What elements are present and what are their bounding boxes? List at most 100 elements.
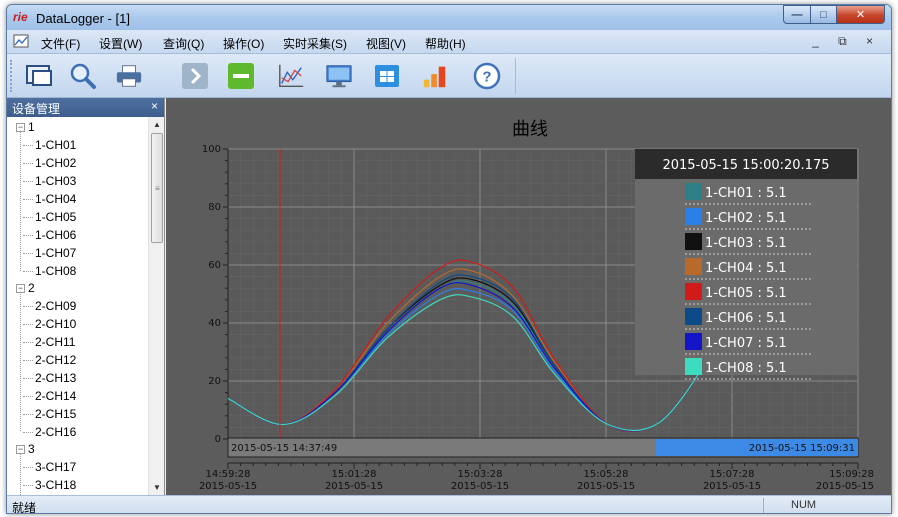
x-tick-date-label: 2015-05-15	[451, 481, 509, 492]
tree-item-1-ch08[interactable]: 1-CH08	[22, 264, 77, 278]
menu-settings[interactable]: 设置(W)	[99, 37, 143, 51]
tree-item-2-ch11[interactable]: 2-CH11	[22, 335, 76, 349]
menu-query[interactable]: 查询(Q)	[163, 37, 205, 51]
x-tick-date-label: 2015-05-15	[703, 481, 761, 492]
y-tick-label: 0	[215, 434, 221, 445]
tree-item-1-ch01[interactable]: 1-CH01	[22, 138, 77, 152]
tree-item-2-ch12[interactable]: 2-CH12	[22, 353, 77, 367]
tree-item-3-ch17[interactable]: 3-CH17	[22, 460, 77, 474]
tree-item-2-ch10[interactable]: 2-CH10	[22, 317, 77, 331]
tree-item-1-ch04[interactable]: 1-CH04	[22, 192, 77, 206]
legend-swatch	[685, 358, 702, 375]
device-panel-header: 设备管理 ×	[7, 98, 164, 117]
print-button[interactable]	[115, 62, 143, 90]
bar-chart-button[interactable]	[421, 62, 449, 90]
tree-guide-line	[20, 291, 21, 431]
close-icon: ✕	[855, 9, 866, 21]
legend-swatch	[685, 258, 702, 275]
table-button[interactable]	[373, 62, 401, 90]
tree-item-1-ch03[interactable]: 1-CH03	[22, 174, 77, 188]
legend-swatch	[685, 333, 702, 350]
tree-item-1-ch07[interactable]: 1-CH07	[22, 246, 77, 260]
x-tick-date-label: 2015-05-15	[577, 481, 635, 492]
range-selection[interactable]	[656, 439, 858, 456]
status-bar: 就绪 NUM	[7, 495, 891, 514]
window-button[interactable]	[25, 62, 53, 90]
monitor-button[interactable]	[325, 62, 353, 90]
menu-file[interactable]: 文件(F)	[41, 37, 81, 51]
legend-rows: 1-CH01 : 5.1 1-CH02 : 5.1 1-CH03 : 5.1 1-CH…	[685, 183, 811, 380]
tree-scrollbar[interactable]: ▲ ≡ ▼	[148, 117, 164, 495]
device-panel-title: 设备管理	[12, 102, 61, 116]
collapse-icon[interactable]: −	[16, 444, 25, 454]
collapse-icon[interactable]: −	[16, 122, 25, 132]
scroll-grip-icon: ≡	[155, 184, 160, 193]
menu-help[interactable]: 帮助(H)	[425, 37, 466, 51]
toolbar-grip[interactable]	[10, 60, 14, 92]
table-icon	[375, 65, 399, 87]
legend-entry: 1-CH02 : 5.1	[705, 211, 787, 226]
tree-item-2-ch09[interactable]: 2-CH09	[22, 299, 77, 313]
maximize-icon: □	[820, 8, 827, 21]
tree-group-1[interactable]: −1	[16, 119, 35, 136]
scrollbar-thumb[interactable]: ≡	[151, 133, 163, 243]
tree-group-2[interactable]: −2	[16, 280, 35, 297]
tree-guide-line	[20, 131, 21, 271]
tree-group-3[interactable]: −3	[16, 441, 35, 458]
legend-entry: 1-CH05 : 5.1	[705, 286, 787, 301]
curve-button[interactable]	[277, 62, 305, 90]
status-text: 就绪	[12, 501, 37, 514]
x-tick-time-label: 15:09:28	[829, 469, 874, 480]
curve-chart[interactable]: 0 20 40 60 80 100 曲线 2015-05-15 15:00:20.175 …	[166, 98, 892, 495]
y-tick-label: 80	[208, 202, 221, 213]
tree-item-1-ch02[interactable]: 1-CH02	[22, 156, 77, 170]
minimize-button[interactable]: —	[783, 5, 811, 24]
legend-panel: 2015-05-15 15:00:20.175 1-CH01 : 5.11-CH…	[635, 149, 857, 380]
search-button[interactable]	[69, 62, 97, 90]
toolbar: ?	[7, 54, 891, 98]
document-chart-icon	[13, 34, 29, 48]
search-icon	[70, 63, 96, 89]
panel-close-icon[interactable]: ×	[150, 99, 158, 113]
time-range-bar[interactable]: 2015-05-15 14:37:49 2015-05-15 15:09:31	[227, 437, 859, 458]
series-line-1-ch08	[227, 294, 714, 432]
collapse-icon[interactable]: −	[16, 283, 25, 293]
menu-operate[interactable]: 操作(O)	[223, 37, 265, 51]
start-button[interactable]	[181, 62, 209, 90]
tree-group-label: 3	[28, 442, 35, 456]
menu-view[interactable]: 视图(V)	[366, 37, 406, 51]
y-tick-label: 20	[208, 376, 221, 387]
chart-series	[227, 259, 714, 432]
scroll-up-icon[interactable]: ▲	[153, 120, 161, 129]
tree-item-3-ch18[interactable]: 3-CH18	[22, 478, 77, 492]
legend-swatch	[685, 208, 702, 225]
title-bar[interactable]: rie DataLogger - [1] — □ ✕	[7, 5, 891, 30]
menu-realtime[interactable]: 实时采集(S)	[283, 37, 347, 51]
legend-header	[635, 149, 857, 179]
x-tick-date-label: 2015-05-15	[816, 481, 874, 492]
tree-item-2-ch15[interactable]: 2-CH15	[22, 407, 77, 421]
y-axis: 0 20 40 60 80 100	[202, 144, 229, 445]
tree-item-1-ch06[interactable]: 1-CH06	[22, 228, 77, 242]
maximize-button[interactable]: □	[810, 5, 837, 24]
tree-item-2-ch14[interactable]: 2-CH14	[22, 389, 77, 403]
legend-entry: 1-CH06 : 5.1	[705, 311, 787, 326]
app-logo: rie	[13, 10, 28, 24]
legend-entry: 1-CH03 : 5.1	[705, 236, 787, 251]
x-tick-time-label: 15:07:28	[710, 469, 755, 480]
tree-item-2-ch13[interactable]: 2-CH13	[22, 371, 77, 385]
help-button[interactable]: ?	[473, 62, 501, 90]
scroll-down-icon[interactable]: ▼	[153, 483, 161, 492]
stop-button[interactable]	[227, 62, 255, 90]
status-separator	[763, 498, 764, 513]
close-button[interactable]: ✕	[836, 5, 885, 24]
mdi-window-controls[interactable]: _ ⧉ ×	[812, 34, 881, 48]
tree-group-label: 1	[28, 120, 35, 134]
range-start-label: 2015-05-15 14:37:49	[231, 443, 337, 454]
chart-title: 曲线	[512, 119, 548, 140]
x-axis: 14:59:282015-05-1515:01:282015-05-1515:0…	[199, 462, 874, 492]
tree-item-1-ch05[interactable]: 1-CH05	[22, 210, 77, 224]
tree-item-2-ch16[interactable]: 2-CH16	[22, 425, 77, 439]
legend-entry: 1-CH01 : 5.1	[705, 186, 787, 201]
x-tick-time-label: 14:59:28	[206, 469, 251, 480]
